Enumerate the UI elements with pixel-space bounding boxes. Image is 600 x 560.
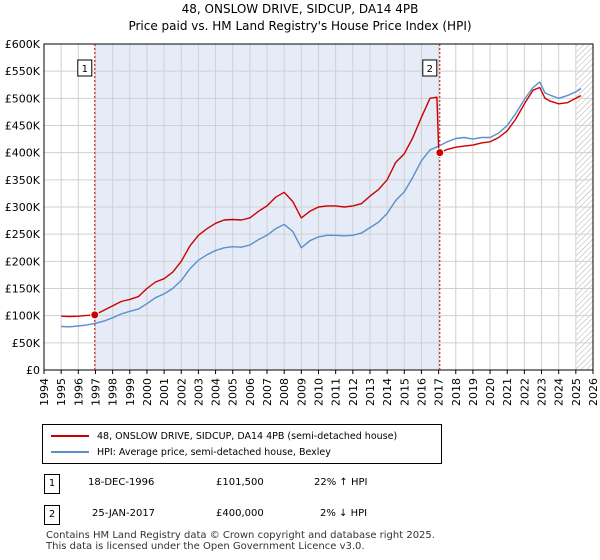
x-tick-label: 1996 — [72, 378, 85, 406]
x-tick-label: 2018 — [450, 378, 463, 406]
annotation-box — [422, 59, 438, 77]
transaction-price: £400,000 — [216, 508, 264, 519]
transaction-price: £101,500 — [216, 477, 264, 488]
y-tick-label: £500K — [5, 92, 41, 105]
x-tick-label: 2010 — [313, 378, 326, 406]
transaction-row: 1 18-DEC-1996 £101,500 22% ↑ HPI — [40, 474, 560, 494]
x-tick-label: 2019 — [467, 378, 480, 406]
chart-legend: 48, ONSLOW DRIVE, SIDCUP, DA14 4PB (semi… — [42, 424, 442, 464]
attribution: Contains HM Land Registry data © Crown c… — [46, 530, 435, 552]
transaction-row: 2 25-JAN-2017 £400,000 2% ↓ HPI — [40, 505, 560, 525]
x-tick-label: 2007 — [261, 378, 274, 406]
x-tick-label: 2020 — [484, 378, 497, 406]
annotation-label: 1 — [82, 64, 88, 75]
x-tick-label: 2015 — [398, 378, 411, 406]
x-tick-label: 2002 — [175, 378, 188, 406]
x-tick-label: 2008 — [278, 378, 291, 406]
annotation-label: 2 — [427, 64, 433, 75]
transaction-date: 25-JAN-2017 — [92, 508, 156, 519]
series-line — [61, 86, 582, 318]
y-tick-label: £250K — [5, 228, 41, 241]
annotation-box — [77, 59, 93, 77]
x-tick-label: 2017 — [433, 378, 446, 406]
transaction-marker: 1 — [44, 474, 60, 494]
x-tick-label: 2012 — [347, 378, 360, 406]
y-tick-label: £300K — [5, 201, 41, 214]
plot-border — [43, 43, 594, 371]
y-tick-label: £350K — [5, 174, 41, 187]
price-chart: £0 £50K £100K £150K £200K £250K £300K £350K £400… — [5, 38, 600, 406]
y-tick-label: £50K — [12, 337, 41, 350]
x-tick-label: 2001 — [158, 378, 171, 406]
y-tick-label: £450K — [5, 120, 41, 133]
y-tick-label: £600K — [5, 38, 41, 51]
x-tick-label: 2000 — [141, 378, 154, 406]
x-tick-label: 2016 — [415, 378, 428, 406]
x-tick-label: 1994 — [38, 378, 51, 406]
x-tick-label: 2003 — [192, 378, 205, 406]
x-tick-label: 2013 — [364, 378, 377, 406]
chart-title: 48, ONSLOW DRIVE, SIDCUP, DA14 4PB — [181, 2, 419, 16]
y-tick-label: £0 — [26, 364, 40, 377]
y-tick-label: £400K — [5, 147, 41, 160]
x-tick-label: 2004 — [210, 378, 223, 406]
x-tick-label: 2006 — [244, 378, 257, 406]
y-tick-label: £550K — [5, 65, 41, 78]
legend-item-hpi: HPI: Average price, semi-detached house,… — [51, 445, 331, 459]
x-tick-label: 2009 — [295, 378, 308, 406]
legend-swatch-property — [51, 435, 89, 437]
attribution-line: This data is licensed under the Open Gov… — [46, 541, 365, 552]
sale-point — [90, 310, 100, 320]
x-tick-label: 2022 — [518, 378, 531, 406]
x-tick-label: 2021 — [501, 378, 514, 406]
legend-label-property: 48, ONSLOW DRIVE, SIDCUP, DA14 4PB (semi… — [97, 430, 398, 442]
transaction-hpi-diff: 22% ↑ HPI — [314, 477, 368, 488]
legend-label-hpi: HPI: Average price, semi-detached house,… — [97, 446, 331, 458]
sale-point — [435, 148, 445, 158]
x-tick-label: 1995 — [55, 378, 68, 406]
x-tick-label: 1997 — [89, 378, 102, 406]
x-tick-label: 2023 — [536, 378, 549, 406]
series-line — [61, 81, 582, 328]
y-tick-label: £100K — [5, 310, 41, 323]
x-tick-label: 2005 — [227, 378, 240, 406]
y-tick-label: £200K — [5, 255, 41, 268]
x-tick-label: 1998 — [107, 378, 120, 406]
attribution-line: Contains HM Land Registry data © Crown c… — [46, 530, 435, 541]
chart-subtitle: Price paid vs. HM Land Registry's House … — [128, 19, 472, 33]
transaction-hpi-diff: 2% ↓ HPI — [320, 508, 368, 519]
transaction-date: 18-DEC-1996 — [88, 477, 155, 488]
legend-item-property: 48, ONSLOW DRIVE, SIDCUP, DA14 4PB (semi… — [51, 429, 397, 443]
x-tick-label: 2026 — [587, 378, 600, 406]
x-tick-label: 1999 — [124, 378, 137, 406]
x-tick-label: 2014 — [381, 378, 394, 406]
y-tick-label: £150K — [5, 283, 41, 296]
x-tick-label: 2011 — [330, 378, 343, 406]
transaction-marker: 2 — [44, 505, 60, 525]
x-tick-label: 2024 — [553, 378, 566, 406]
legend-swatch-hpi — [51, 451, 89, 453]
x-tick-label: 2025 — [570, 378, 583, 406]
